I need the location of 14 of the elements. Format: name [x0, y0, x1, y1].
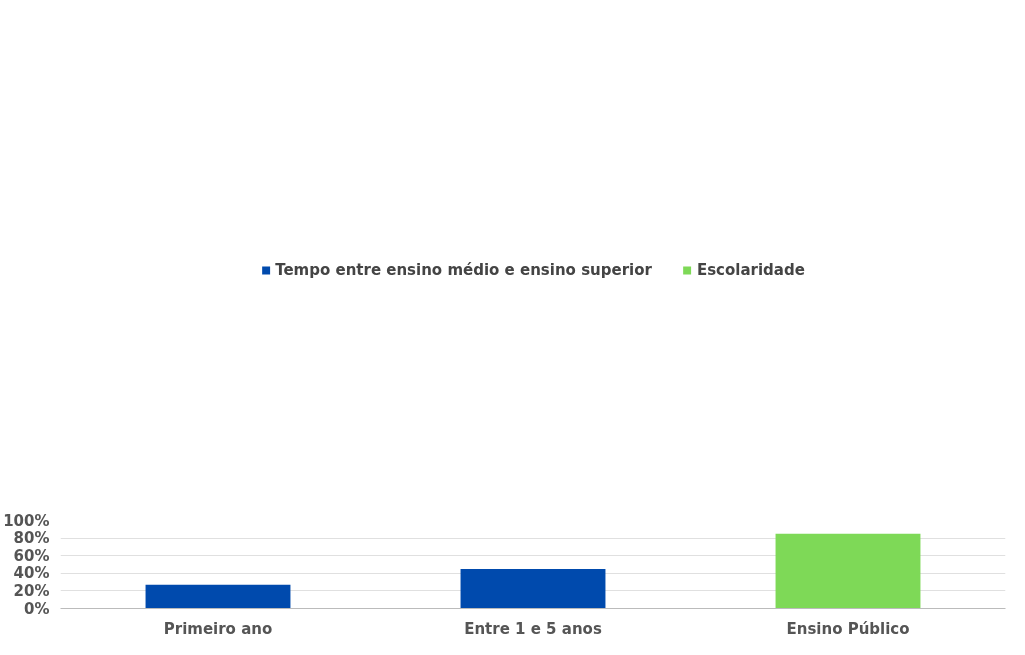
y-tick-label: 80%: [13, 529, 50, 548]
bar: [460, 568, 606, 609]
y-tick-label: 20%: [13, 581, 50, 600]
x-tick-label: Primeiro ano: [163, 619, 273, 638]
bar: [145, 584, 291, 609]
x-tick-label: Ensino Público: [786, 619, 910, 638]
legend-label: Tempo entre ensino médio e ensino superior: [275, 261, 652, 279]
legend-label: Escolaridade: [696, 261, 805, 279]
y-tick-label: 0%: [24, 599, 50, 618]
x-tick-label: Entre 1 e 5 anos: [464, 619, 602, 638]
y-tick-label: 60%: [13, 546, 50, 565]
bar: [775, 533, 921, 609]
y-tick-label: 40%: [13, 564, 50, 583]
y-tick-label: 100%: [3, 511, 50, 530]
